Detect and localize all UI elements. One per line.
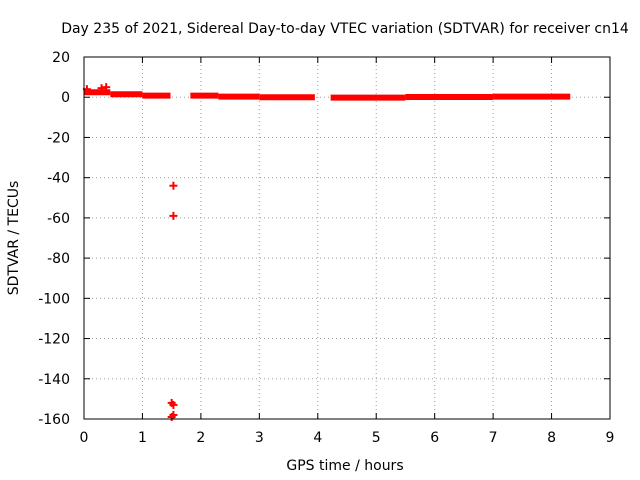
y-tick-label: -160 [38, 412, 70, 428]
y-tick-label: -60 [47, 211, 70, 227]
data-point [169, 211, 178, 220]
axis-ticks [83, 56, 611, 420]
x-tick-label: 8 [547, 430, 556, 446]
y-axis-label: SDTVAR / TECUs [6, 181, 22, 296]
x-tick-label: 2 [196, 430, 205, 446]
y-tick-label: -100 [38, 291, 70, 307]
data-series [82, 83, 571, 421]
data-point [169, 400, 178, 409]
x-tick-label: 1 [138, 430, 147, 446]
x-tick-label: 6 [430, 430, 439, 446]
x-tick-label: 9 [606, 430, 615, 446]
data-point [102, 83, 111, 92]
chart-title: Day 235 of 2021, Sidereal Day-to-day VTE… [61, 21, 629, 37]
x-axis-label: GPS time / hours [286, 458, 403, 474]
x-tick-labels: 0 1 2 3 4 5 6 7 8 9 [80, 430, 615, 446]
x-tick-label: 4 [313, 430, 322, 446]
y-tick-labels: 20 0 -20 -40 -60 -80 -100 -120 -140 -160 [38, 50, 70, 428]
y-tick-label: 0 [61, 90, 70, 106]
y-tick-label: -40 [47, 171, 70, 187]
data-point [169, 181, 178, 190]
y-tick-label: -20 [47, 130, 70, 146]
x-tick-label: 0 [80, 430, 89, 446]
x-tick-label: 5 [372, 430, 381, 446]
y-tick-label: 20 [52, 50, 70, 66]
plot-frame [83, 56, 611, 420]
y-tick-label: -120 [38, 332, 70, 348]
data-point [97, 84, 106, 93]
grid-lines [84, 57, 610, 419]
data-point [169, 410, 178, 419]
y-tick-label: -140 [38, 372, 70, 388]
x-tick-label: 7 [489, 430, 498, 446]
y-tick-label: -80 [47, 251, 70, 267]
x-tick-label: 3 [255, 430, 264, 446]
